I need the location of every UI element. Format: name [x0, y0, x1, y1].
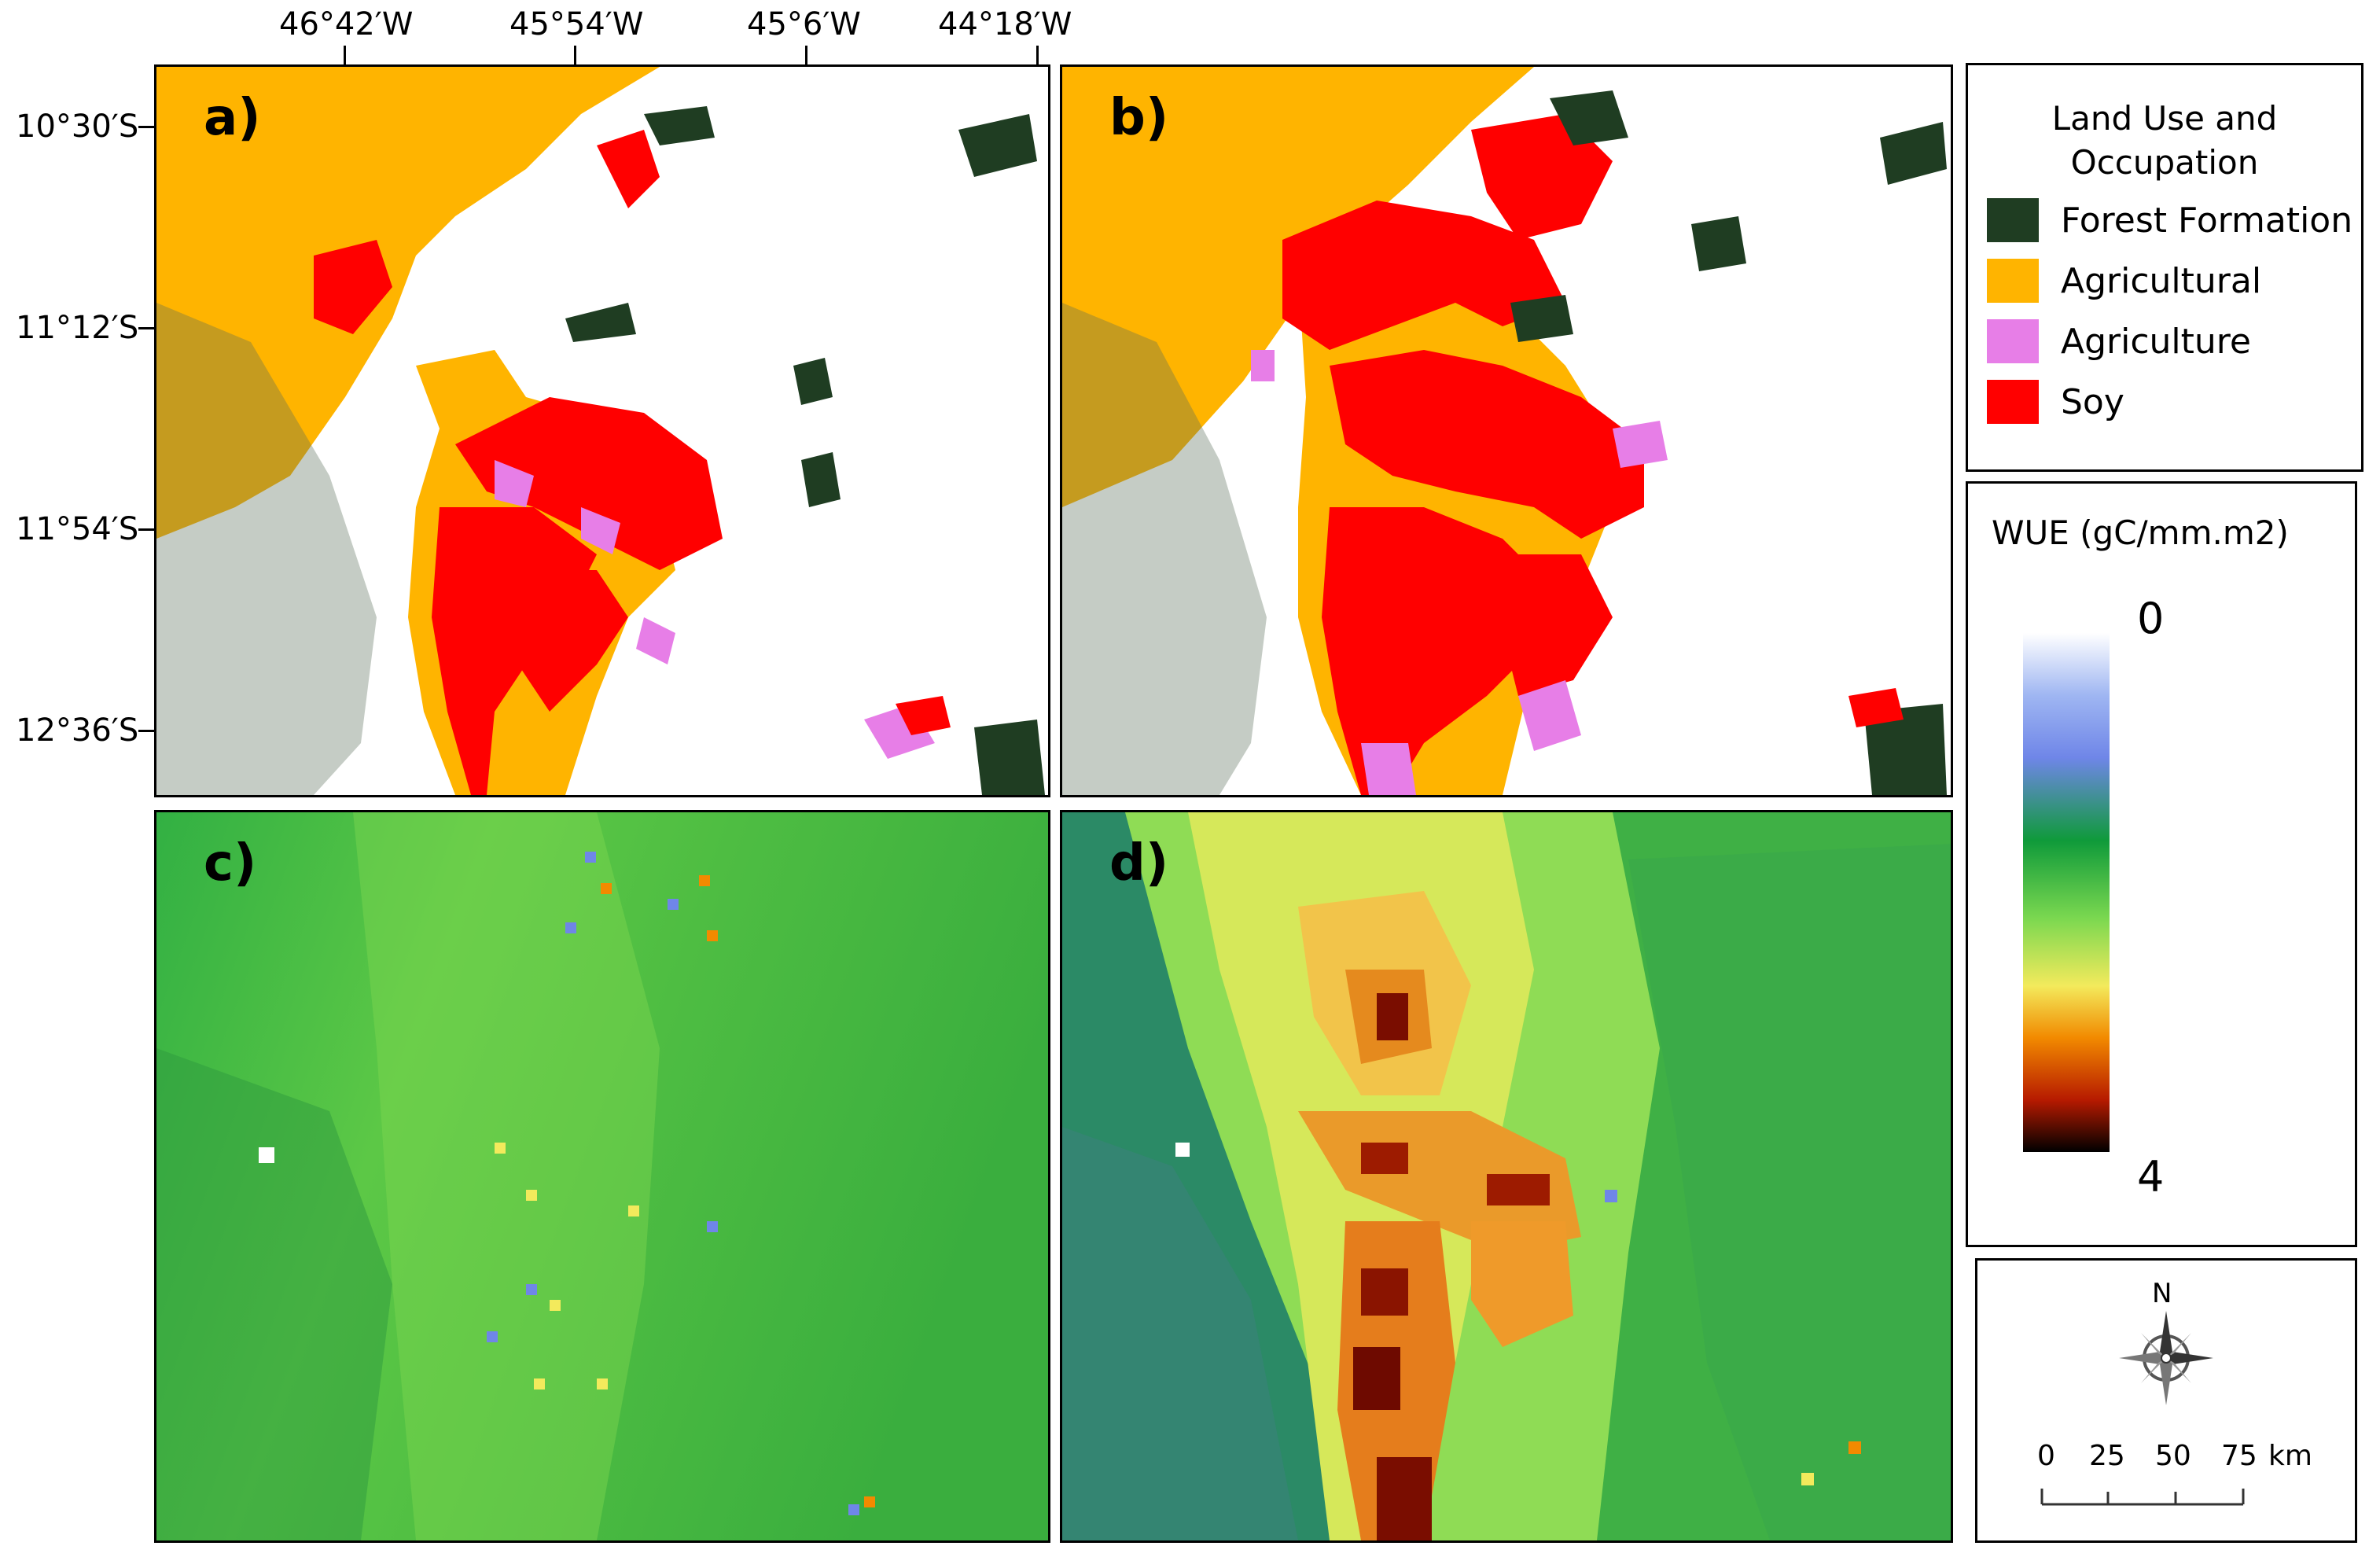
wue-color-ramp — [2023, 633, 2110, 1152]
longitude-tick — [1036, 46, 1039, 79]
scale-label: 25 — [2089, 1440, 2125, 1472]
compass-rose-icon — [2119, 1311, 2213, 1405]
scale-unit: km — [2268, 1440, 2312, 1472]
land-use-map-a — [156, 67, 1048, 795]
panel-label-c: c) — [204, 834, 257, 893]
legend-label: Soy — [2061, 381, 2124, 422]
legend-item-soy: Soy — [1987, 379, 2124, 425]
legend-item-agriculture: Agriculture — [1987, 318, 2251, 364]
scale-label: 0 — [2037, 1440, 2055, 1472]
land-use-legend: Land Use and Occupation Forest Formation… — [1966, 63, 2363, 472]
longitude-label: 45°54′W — [509, 6, 644, 42]
wue-max-label: 4 — [2137, 1152, 2165, 1202]
map-panel-b: b) — [1060, 64, 1953, 797]
legend-label: Agricultural — [2061, 260, 2262, 301]
legend-swatch — [1987, 319, 2039, 363]
wue-legend-title: WUE (gC/mm.m2) — [1992, 513, 2289, 552]
legend-label: Agriculture — [2061, 321, 2251, 362]
land-use-map-b — [1062, 67, 1951, 795]
north-label: N — [2152, 1278, 2172, 1309]
scale-bar — [2040, 1489, 2245, 1506]
panel-label-d: d) — [1109, 834, 1169, 893]
panel-label-a: a) — [204, 89, 261, 147]
land-use-legend-title-line2: Occupation — [2070, 143, 2259, 182]
latitude-label: 11°54′S — [16, 511, 139, 547]
longitude-label: 45°6′W — [747, 6, 861, 42]
wue-legend: WUE (gC/mm.m2) 0 4 — [1966, 481, 2357, 1247]
land-use-legend-title-line1: Land Use and — [2051, 99, 2278, 138]
wue-map-d — [1062, 812, 1951, 1540]
longitude-tick — [805, 46, 807, 79]
legend-item-agricultural: Agricultural — [1987, 258, 2261, 304]
north-arrow-scale-box: N 0 25 50 75 km — [1975, 1258, 2357, 1543]
legend-swatch — [1987, 198, 2039, 242]
map-panel-a: a) — [154, 64, 1050, 797]
legend-label: Forest Formation — [2061, 200, 2353, 241]
map-panel-d: d) — [1060, 810, 1953, 1543]
legend-swatch — [1987, 259, 2039, 303]
map-panel-c: c) — [154, 810, 1050, 1543]
scale-label: 75 — [2221, 1440, 2257, 1472]
panel-label-b: b) — [1109, 89, 1169, 147]
latitude-label: 12°36′S — [16, 712, 139, 749]
legend-item-forest-formation: Forest Formation — [1987, 197, 2352, 243]
longitude-label: 44°18′W — [938, 6, 1072, 42]
wue-min-label: 0 — [2137, 594, 2165, 643]
latitude-label: 10°30′S — [16, 109, 139, 145]
latitude-label: 11°12′S — [16, 310, 139, 346]
longitude-label: 46°42′W — [279, 6, 414, 42]
scale-label: 50 — [2155, 1440, 2191, 1472]
legend-swatch — [1987, 380, 2039, 424]
longitude-tick — [344, 46, 346, 79]
wue-map-c — [156, 812, 1048, 1540]
longitude-tick — [574, 46, 576, 79]
